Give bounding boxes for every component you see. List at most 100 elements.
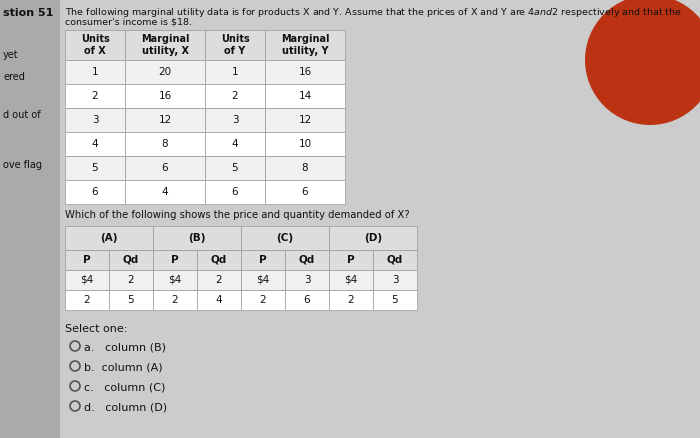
FancyBboxPatch shape bbox=[65, 30, 125, 60]
FancyBboxPatch shape bbox=[65, 226, 153, 250]
FancyBboxPatch shape bbox=[125, 132, 205, 156]
FancyBboxPatch shape bbox=[109, 250, 153, 270]
Text: 1: 1 bbox=[92, 67, 98, 77]
Text: (B): (B) bbox=[188, 233, 206, 243]
FancyBboxPatch shape bbox=[153, 226, 241, 250]
Text: 2: 2 bbox=[260, 295, 266, 305]
FancyBboxPatch shape bbox=[197, 290, 241, 310]
Text: Units
of X: Units of X bbox=[80, 34, 109, 56]
Text: 4: 4 bbox=[92, 139, 98, 149]
Text: 4: 4 bbox=[232, 139, 238, 149]
Text: b.  column (A): b. column (A) bbox=[84, 362, 162, 372]
FancyBboxPatch shape bbox=[65, 250, 109, 270]
Text: 16: 16 bbox=[298, 67, 312, 77]
Text: 14: 14 bbox=[298, 91, 312, 101]
Text: 5: 5 bbox=[92, 163, 98, 173]
FancyBboxPatch shape bbox=[265, 108, 345, 132]
FancyBboxPatch shape bbox=[205, 108, 265, 132]
Text: 12: 12 bbox=[158, 115, 172, 125]
Text: consumer's income is $18.: consumer's income is $18. bbox=[65, 18, 192, 27]
FancyBboxPatch shape bbox=[241, 226, 329, 250]
FancyBboxPatch shape bbox=[329, 226, 417, 250]
FancyBboxPatch shape bbox=[65, 132, 125, 156]
FancyBboxPatch shape bbox=[373, 250, 417, 270]
Text: 20: 20 bbox=[158, 67, 172, 77]
FancyBboxPatch shape bbox=[125, 84, 205, 108]
FancyBboxPatch shape bbox=[109, 270, 153, 290]
Text: 4: 4 bbox=[162, 187, 168, 197]
FancyBboxPatch shape bbox=[153, 250, 197, 270]
Text: Marginal
utility, X: Marginal utility, X bbox=[141, 34, 189, 56]
FancyBboxPatch shape bbox=[205, 30, 265, 60]
Text: 2: 2 bbox=[216, 275, 223, 285]
Text: 5: 5 bbox=[392, 295, 398, 305]
FancyBboxPatch shape bbox=[265, 180, 345, 204]
Text: ove flag: ove flag bbox=[3, 160, 42, 170]
Text: 3: 3 bbox=[92, 115, 98, 125]
Text: 5: 5 bbox=[232, 163, 238, 173]
FancyBboxPatch shape bbox=[125, 156, 205, 180]
Text: 2: 2 bbox=[84, 295, 90, 305]
Text: 10: 10 bbox=[298, 139, 312, 149]
FancyBboxPatch shape bbox=[109, 290, 153, 310]
Text: 1: 1 bbox=[232, 67, 238, 77]
Text: 2: 2 bbox=[232, 91, 238, 101]
Text: 3: 3 bbox=[304, 275, 310, 285]
FancyBboxPatch shape bbox=[241, 270, 285, 290]
Text: d.   column (D): d. column (D) bbox=[84, 402, 167, 412]
FancyBboxPatch shape bbox=[241, 290, 285, 310]
FancyBboxPatch shape bbox=[205, 156, 265, 180]
Text: Qd: Qd bbox=[299, 255, 315, 265]
Text: 6: 6 bbox=[302, 187, 308, 197]
FancyBboxPatch shape bbox=[373, 290, 417, 310]
FancyBboxPatch shape bbox=[285, 250, 329, 270]
FancyBboxPatch shape bbox=[265, 60, 345, 84]
Text: The following marginal utility data is for products X and Y. Assume that the pri: The following marginal utility data is f… bbox=[65, 6, 682, 19]
Text: Select one:: Select one: bbox=[65, 324, 127, 334]
FancyBboxPatch shape bbox=[373, 270, 417, 290]
FancyBboxPatch shape bbox=[125, 30, 205, 60]
Text: 6: 6 bbox=[232, 187, 238, 197]
FancyBboxPatch shape bbox=[65, 180, 125, 204]
Text: 2: 2 bbox=[92, 91, 98, 101]
Text: 6: 6 bbox=[92, 187, 98, 197]
Text: P: P bbox=[172, 255, 178, 265]
Text: P: P bbox=[347, 255, 355, 265]
FancyBboxPatch shape bbox=[329, 270, 373, 290]
FancyBboxPatch shape bbox=[125, 108, 205, 132]
Text: c.   column (C): c. column (C) bbox=[84, 382, 165, 392]
FancyBboxPatch shape bbox=[65, 290, 109, 310]
Text: $4: $4 bbox=[256, 275, 270, 285]
FancyBboxPatch shape bbox=[329, 290, 373, 310]
Text: (A): (A) bbox=[100, 233, 118, 243]
Text: 5: 5 bbox=[127, 295, 134, 305]
FancyBboxPatch shape bbox=[65, 108, 125, 132]
FancyBboxPatch shape bbox=[125, 60, 205, 84]
Text: 2: 2 bbox=[127, 275, 134, 285]
FancyBboxPatch shape bbox=[197, 250, 241, 270]
FancyBboxPatch shape bbox=[153, 270, 197, 290]
FancyBboxPatch shape bbox=[0, 0, 60, 438]
Text: P: P bbox=[259, 255, 267, 265]
Text: 12: 12 bbox=[298, 115, 312, 125]
Circle shape bbox=[585, 0, 700, 125]
Text: yet: yet bbox=[3, 50, 19, 60]
FancyBboxPatch shape bbox=[65, 270, 109, 290]
FancyBboxPatch shape bbox=[125, 180, 205, 204]
Text: Which of the following shows the price and quantity demanded of X?: Which of the following shows the price a… bbox=[65, 210, 410, 220]
FancyBboxPatch shape bbox=[205, 180, 265, 204]
Text: $4: $4 bbox=[169, 275, 181, 285]
Text: $4: $4 bbox=[80, 275, 94, 285]
Text: d out of: d out of bbox=[3, 110, 41, 120]
Text: 3: 3 bbox=[232, 115, 238, 125]
Text: 8: 8 bbox=[162, 139, 168, 149]
Text: ered: ered bbox=[3, 72, 25, 82]
Text: 2: 2 bbox=[172, 295, 178, 305]
Text: (D): (D) bbox=[364, 233, 382, 243]
Text: stion 51: stion 51 bbox=[3, 8, 53, 18]
Text: 4: 4 bbox=[216, 295, 223, 305]
Text: 16: 16 bbox=[158, 91, 172, 101]
FancyBboxPatch shape bbox=[329, 250, 373, 270]
Text: Qd: Qd bbox=[211, 255, 227, 265]
Text: Qd: Qd bbox=[387, 255, 403, 265]
